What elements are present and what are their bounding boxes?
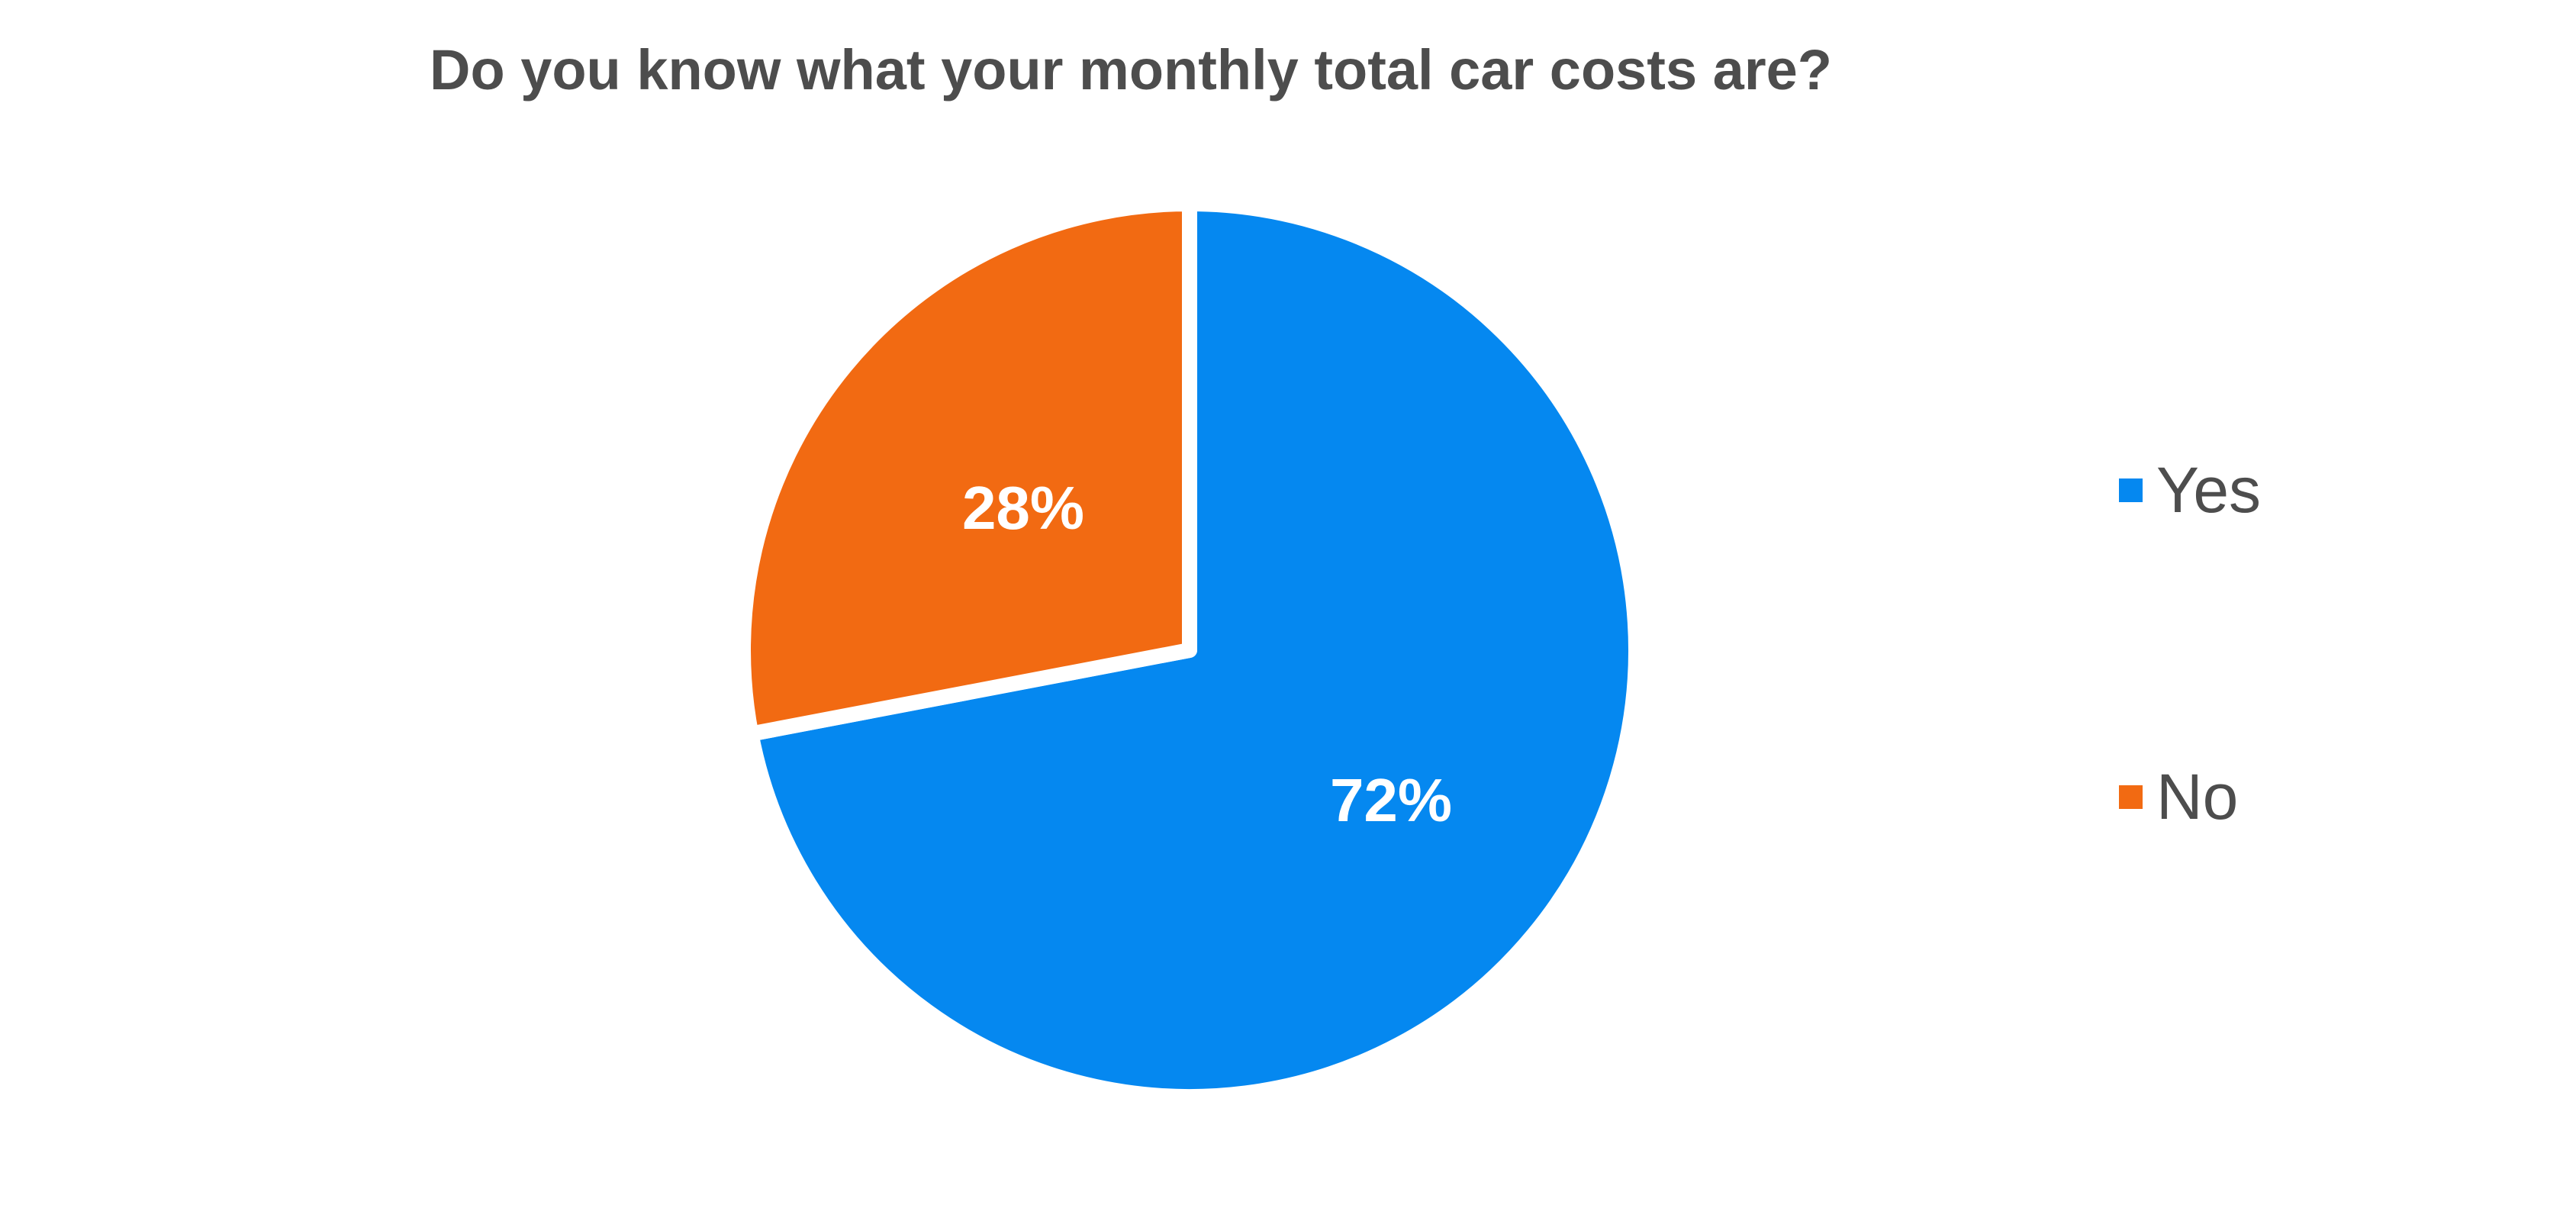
svg-text:28%: 28% — [962, 474, 1084, 542]
svg-text:72%: 72% — [1330, 766, 1452, 834]
